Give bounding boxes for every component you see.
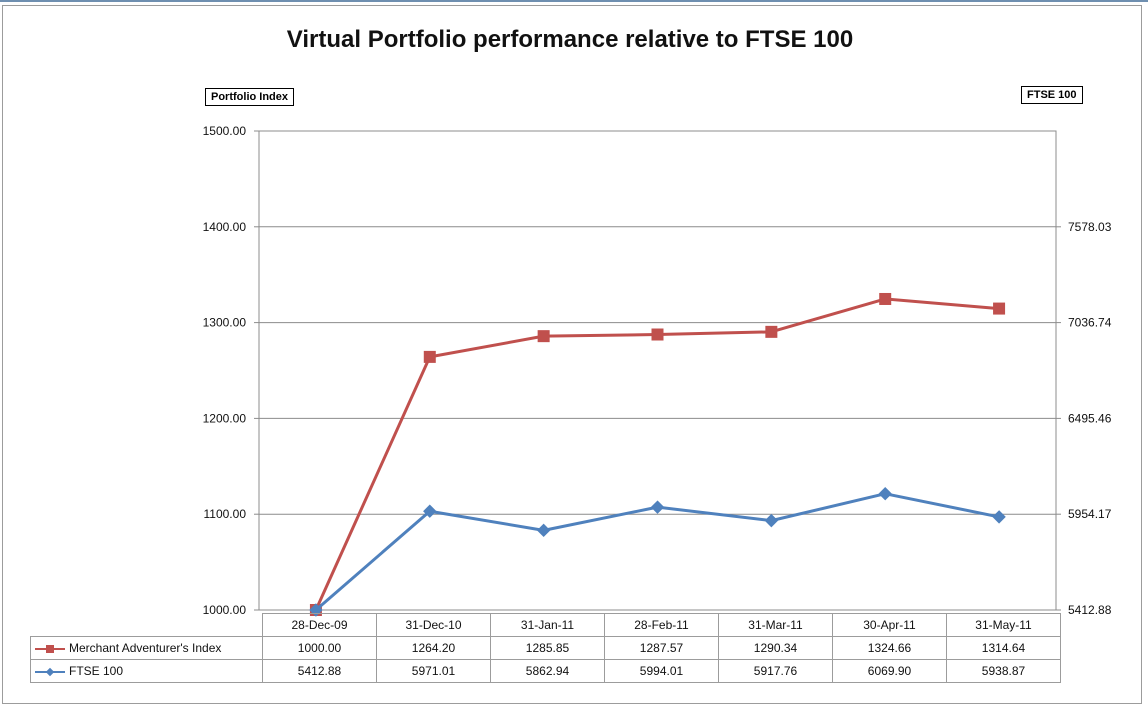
data-table-row-series-0: Merchant Adventurer's Index 1000.00 1264.…	[30, 636, 1061, 660]
data-cell: 5971.01	[376, 659, 491, 683]
right-tick-label: 7036.74	[1068, 316, 1112, 330]
category-label: 31-Jan-11	[490, 613, 605, 637]
data-point-diamond	[878, 487, 892, 501]
legend-square-marker-icon	[35, 644, 65, 654]
category-label: 28-Dec-09	[262, 613, 377, 637]
data-point-diamond	[536, 523, 551, 538]
data-table-header-row: 28-Dec-09 31-Dec-10 31-Jan-11 28-Feb-11 31-M…	[31, 613, 1061, 637]
left-tick-label: 1200.00	[203, 411, 247, 425]
data-point-diamond	[423, 504, 437, 518]
data-table: 28-Dec-09 31-Dec-10 31-Jan-11 28-Feb-11 31-M…	[30, 613, 1061, 683]
chart-frame	[2, 5, 1142, 704]
data-table-corner	[31, 614, 263, 637]
data-cell: 1324.66	[832, 636, 947, 660]
category-label: 28-Feb-11	[604, 613, 719, 637]
category-label: 30-Apr-11	[832, 613, 947, 637]
legend-entry-merchant-index: Merchant Adventurer's Index	[30, 636, 263, 660]
data-table-row-series-1: FTSE 100 5412.88 5971.01 5862.94 5994.01 591…	[30, 659, 1061, 683]
data-point-diamond	[764, 513, 779, 528]
category-label: 31-May-11	[946, 613, 1061, 637]
left-tick-label: 1400.00	[203, 220, 247, 234]
data-point-square	[993, 302, 1006, 315]
data-point-square	[537, 330, 550, 343]
plot-area	[258, 130, 1057, 611]
legend-diamond-marker-icon	[35, 667, 65, 677]
right-tick-label: 5412.88	[1068, 603, 1112, 617]
chart-title: Virtual Portfolio performance relative t…	[286, 26, 854, 53]
data-cell: 1287.57	[604, 636, 719, 660]
data-cell: 1314.64	[946, 636, 1061, 660]
right-axis-title: FTSE 100	[1021, 86, 1083, 104]
top-border	[0, 0, 1148, 2]
data-point-square	[423, 350, 436, 363]
data-cell: 1285.85	[490, 636, 605, 660]
data-cell: 1264.20	[376, 636, 491, 660]
data-cell: 5938.87	[946, 659, 1061, 683]
data-point-square	[765, 325, 778, 338]
data-cell: 5862.94	[490, 659, 605, 683]
data-cell: 6069.90	[832, 659, 947, 683]
category-label: 31-Mar-11	[718, 613, 833, 637]
data-point-square	[651, 328, 664, 341]
category-label: 31-Dec-10	[376, 613, 491, 637]
left-tick-label: 1100.00	[204, 507, 247, 521]
data-cell: 5994.01	[604, 659, 719, 683]
data-point-diamond	[650, 500, 665, 514]
data-point-diamond	[992, 510, 1006, 524]
data-cell: 5917.76	[718, 659, 833, 683]
legend-label: FTSE 100	[69, 664, 124, 678]
data-cell: 1000.00	[262, 636, 377, 660]
right-tick-label: 7578.03	[1068, 220, 1112, 234]
data-cell: 5412.88	[262, 659, 377, 683]
legend-entry-ftse-100: FTSE 100	[30, 659, 263, 683]
left-tick-label: 1500.00	[203, 124, 247, 138]
right-tick-label: 5954.17	[1068, 507, 1112, 521]
left-tick-label: 1300.00	[203, 316, 247, 330]
left-axis-title: Portfolio Index	[205, 88, 294, 106]
series-line-0	[314, 297, 1000, 611]
right-tick-label: 6495.46	[1068, 411, 1112, 425]
data-cell: 1290.34	[718, 636, 833, 660]
left-tick-label: 1000.00	[203, 603, 247, 617]
data-point-square	[879, 292, 892, 305]
legend-label: Merchant Adventurer's Index	[69, 641, 222, 655]
